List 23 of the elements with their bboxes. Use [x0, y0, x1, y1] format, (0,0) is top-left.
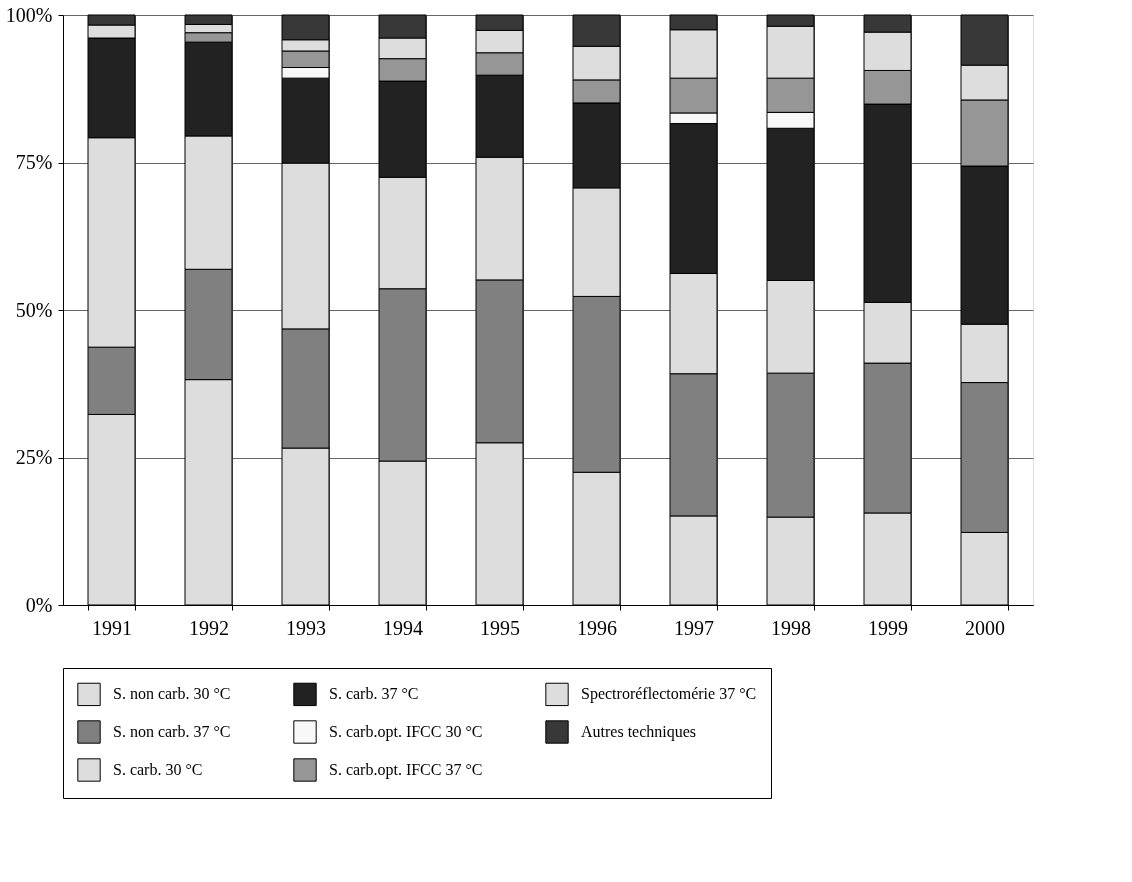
y-tick-label: 75% [15, 151, 53, 173]
y-tick-label: 25% [15, 446, 53, 468]
x-tick-label: 1992 [189, 616, 229, 639]
y-tick-label: 0% [25, 593, 53, 616]
y-tick-label: 50% [15, 298, 53, 321]
legend-label: Autres techniques [581, 723, 697, 741]
legend-label: S. carb.opt. IFCC 37 °C [329, 761, 483, 779]
x-tick-label: 1993 [286, 616, 326, 639]
x-tick-label: 1994 [383, 616, 423, 639]
legend-label: S. carb. 37 °C [329, 685, 419, 703]
legend-label: S. non carb. 30 °C [113, 685, 231, 703]
x-tick-label: 1996 [577, 616, 617, 639]
legend-label: Spectroréflectomérie 37 °C [581, 685, 757, 704]
x-tick-label: 2000 [965, 616, 1005, 639]
x-tick-label: 1998 [771, 616, 811, 639]
x-tick-label: 1991 [92, 616, 132, 639]
legend-label: S. non carb. 37 °C [113, 723, 231, 740]
x-tick-label: 1999 [868, 616, 908, 639]
legend-label: S. carb. 30 °C [113, 761, 203, 778]
x-tick-label: 1997 [674, 616, 714, 639]
y-tick-label: 100% [5, 3, 53, 26]
legend-label: S. carb.opt. IFCC 30 °C [329, 723, 483, 741]
x-tick-label: 1995 [480, 616, 520, 639]
